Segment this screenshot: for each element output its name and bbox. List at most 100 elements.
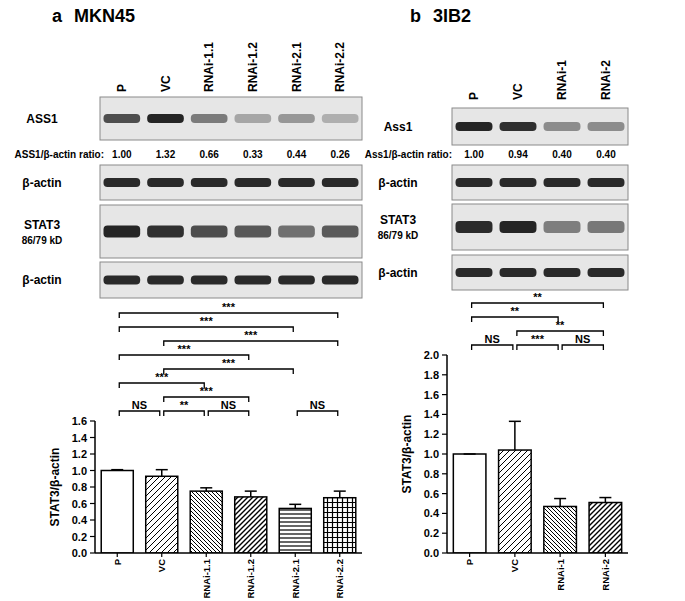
error-cap: [599, 497, 611, 499]
y-tick-label: 0.6: [424, 488, 439, 500]
y-tick-label: 0.6: [72, 498, 87, 510]
significance-label: ***: [244, 329, 258, 341]
ratio-label: Ass1/β-actin ratio:: [365, 149, 452, 160]
blot-band: [234, 226, 271, 238]
blot-band: [500, 268, 537, 277]
significance-label: **: [556, 319, 565, 331]
marks: [101, 470, 356, 553]
y-tick: [90, 503, 95, 504]
blot-membrane: [100, 97, 362, 140]
bracket-line: [119, 313, 338, 318]
y-tick-label: 1.8: [424, 369, 439, 381]
x-tick: [560, 553, 561, 557]
blot-membrane: [100, 262, 362, 298]
blot-band: [278, 276, 315, 285]
y-tick-label: 1.4: [424, 408, 440, 420]
significance-bracket: NS: [562, 333, 603, 350]
blot-membrane: [452, 108, 628, 145]
lane-label: P: [467, 92, 481, 100]
y-axis-label: STAT3/β-actin: [400, 415, 414, 494]
error-cap: [334, 490, 346, 492]
blot-band: [278, 114, 315, 123]
significance-bracket: **: [472, 291, 604, 308]
y-tick: [442, 394, 447, 395]
blot-membrane: [100, 165, 362, 200]
ratio-value: 0.94: [508, 149, 528, 160]
significance-bracket: ***: [119, 315, 293, 332]
y-tick-label: 1.6: [424, 389, 439, 401]
y-tick: [90, 420, 95, 421]
blot-band: [322, 114, 359, 123]
figure: aMKN45PVCRNAi-1.1RNAi-1.2RNAi-2.1RNAi-2.…: [0, 0, 685, 601]
y-tick: [90, 453, 95, 454]
y-tick: [442, 434, 447, 435]
panel-letter: b: [410, 6, 421, 26]
bracket-line: [119, 355, 249, 360]
x-tick: [250, 553, 251, 557]
error-bar: [111, 469, 123, 471]
significance-label: **: [180, 399, 189, 411]
blot-band: [544, 221, 581, 233]
bracket-line: [517, 345, 558, 350]
significance-label: NS: [485, 333, 500, 345]
error-bar: [200, 488, 212, 491]
y-tick: [90, 437, 95, 438]
blot-membrane: [100, 205, 362, 258]
blot-band: [322, 276, 359, 285]
y-tick: [90, 486, 95, 487]
y-tick-label: 0.2: [72, 531, 87, 543]
y-tick: [442, 473, 447, 474]
error-bar: [289, 504, 301, 508]
blot-label: Ass1: [384, 120, 413, 134]
bar: [279, 508, 311, 553]
y-tick: [442, 533, 447, 534]
y-tick-label: 0.2: [424, 527, 439, 539]
ratio-value: 1.00: [464, 149, 484, 160]
bracket-line: [517, 331, 604, 336]
bar: [544, 506, 577, 553]
bar: [101, 471, 133, 554]
ratio-value: 0.66: [199, 149, 219, 160]
significance-label: NS: [221, 399, 236, 411]
blot-band: [278, 178, 315, 187]
x-tick-label: RNAi-1.1: [201, 558, 212, 598]
x-tick: [605, 553, 606, 557]
blot-band: [147, 276, 184, 285]
significance-bracket: **: [164, 399, 205, 416]
bar: [235, 497, 267, 553]
ratio-value: 0.40: [552, 149, 572, 160]
blot-label: ASS1: [26, 112, 58, 126]
y-tick: [90, 519, 95, 520]
blot-band: [191, 114, 228, 123]
significance-bracket: ***: [164, 329, 338, 346]
y-tick-label: 2.0: [424, 349, 439, 361]
significance-label: NS: [132, 399, 147, 411]
error-stem: [161, 470, 163, 477]
x-tick: [339, 553, 340, 557]
bar: [499, 450, 532, 553]
blot-band: [544, 178, 581, 187]
y-tick-label: 1.6: [72, 415, 87, 427]
x-axis: [447, 552, 628, 554]
y-tick-label: 0.8: [72, 481, 87, 493]
error-cap: [289, 504, 301, 506]
y-tick: [90, 552, 95, 553]
blot-band: [147, 114, 184, 123]
blot-band: [456, 221, 493, 233]
blot-label: β-actin: [378, 176, 417, 190]
lane-label: RNAi-2: [599, 60, 613, 100]
bar: [589, 503, 622, 553]
blot-band: [500, 221, 537, 233]
y-tick-label: 0.0: [424, 547, 439, 559]
error-cap: [156, 469, 168, 471]
blot-band: [544, 122, 581, 131]
x-tick: [514, 553, 515, 557]
error-cap: [245, 490, 257, 492]
blot-band: [103, 276, 140, 285]
y-tick: [442, 513, 447, 514]
significance-label: **: [533, 291, 542, 303]
panel-title: b3IB2: [410, 6, 471, 26]
blot-membrane: [452, 204, 628, 250]
blot-sublabel: 86/79 kD: [378, 230, 419, 241]
blot-band: [234, 276, 271, 285]
